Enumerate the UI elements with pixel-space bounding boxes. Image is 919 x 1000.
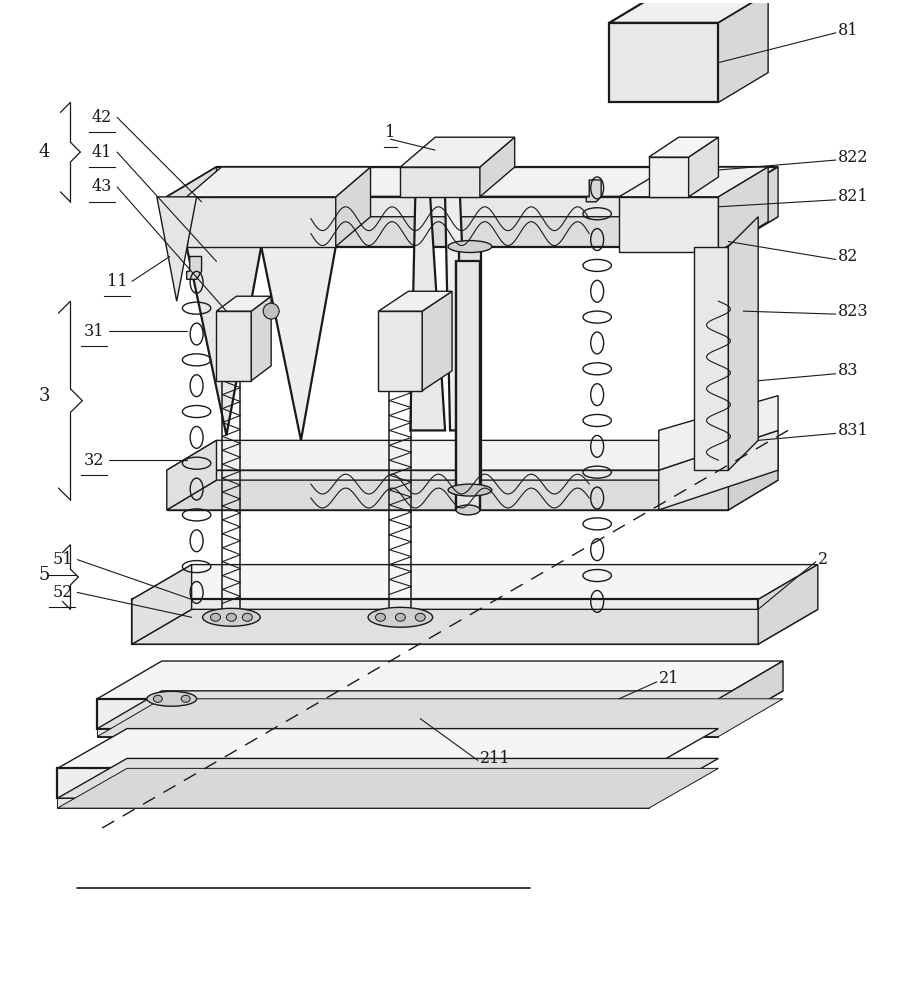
Polygon shape [187,256,201,279]
Polygon shape [251,296,271,381]
Polygon shape [693,247,728,470]
Polygon shape [718,167,767,252]
Ellipse shape [147,691,197,706]
Text: 51: 51 [52,551,73,568]
Text: 2: 2 [817,551,827,568]
Polygon shape [456,261,480,510]
Polygon shape [400,137,514,167]
Polygon shape [728,167,777,247]
Text: 4: 4 [39,143,51,161]
Polygon shape [378,311,422,391]
Polygon shape [608,0,767,23]
Polygon shape [335,167,370,247]
Polygon shape [728,440,777,510]
Polygon shape [166,197,728,247]
Text: 83: 83 [837,362,857,379]
Polygon shape [187,247,261,435]
Polygon shape [608,23,718,102]
Text: 21: 21 [658,670,678,687]
Text: 52: 52 [52,584,73,601]
Text: 211: 211 [480,750,510,767]
Polygon shape [728,217,757,470]
Ellipse shape [448,241,492,253]
Text: 81: 81 [837,22,857,39]
Polygon shape [166,167,216,247]
Text: 3: 3 [39,387,51,405]
Polygon shape [97,661,782,699]
Text: 31: 31 [84,323,105,340]
Polygon shape [166,470,728,510]
Polygon shape [57,768,718,808]
Polygon shape [585,180,600,202]
Polygon shape [480,137,514,197]
Polygon shape [166,440,777,470]
Text: 821: 821 [837,188,868,205]
Polygon shape [166,480,777,510]
Ellipse shape [226,613,236,621]
Polygon shape [618,167,767,197]
Polygon shape [658,396,777,470]
Polygon shape [187,197,335,247]
Ellipse shape [210,613,221,621]
Polygon shape [57,768,648,798]
Ellipse shape [395,613,405,621]
Polygon shape [459,247,481,490]
Polygon shape [97,699,782,737]
Polygon shape [618,197,718,252]
Polygon shape [166,167,777,197]
Polygon shape [97,729,718,737]
Polygon shape [57,798,648,808]
Text: 11: 11 [107,273,127,290]
Polygon shape [57,758,718,798]
Ellipse shape [448,484,492,496]
Text: 822: 822 [837,149,868,166]
Ellipse shape [153,695,162,702]
Polygon shape [216,311,251,381]
Ellipse shape [414,613,425,621]
Ellipse shape [456,505,480,515]
Polygon shape [156,197,197,301]
Text: 43: 43 [92,178,112,195]
Polygon shape [718,0,767,102]
Text: 831: 831 [837,422,868,439]
Polygon shape [261,247,335,440]
Text: 32: 32 [84,452,104,469]
Polygon shape [718,661,782,729]
Polygon shape [658,430,777,510]
Polygon shape [445,197,470,430]
Ellipse shape [242,613,252,621]
Text: 42: 42 [92,109,112,126]
Polygon shape [648,137,718,157]
Polygon shape [131,599,757,644]
Ellipse shape [375,613,385,621]
Polygon shape [687,137,718,197]
Text: 82: 82 [837,248,857,265]
Polygon shape [187,167,370,197]
Text: 41: 41 [92,144,112,161]
Ellipse shape [202,608,260,626]
Polygon shape [400,167,480,197]
Polygon shape [166,217,777,247]
Polygon shape [97,691,782,729]
Ellipse shape [181,695,190,702]
Text: 5: 5 [39,566,51,584]
Polygon shape [410,197,445,430]
Polygon shape [422,291,451,391]
Polygon shape [97,699,718,729]
Ellipse shape [368,607,432,627]
Polygon shape [648,157,687,197]
Polygon shape [378,291,451,311]
Polygon shape [757,565,817,644]
Polygon shape [131,565,191,644]
Polygon shape [166,440,216,510]
Circle shape [263,303,278,319]
Polygon shape [57,729,718,768]
Polygon shape [131,565,817,599]
Polygon shape [216,296,271,311]
Text: 823: 823 [837,303,868,320]
Text: 1: 1 [385,124,395,141]
Polygon shape [131,609,817,644]
